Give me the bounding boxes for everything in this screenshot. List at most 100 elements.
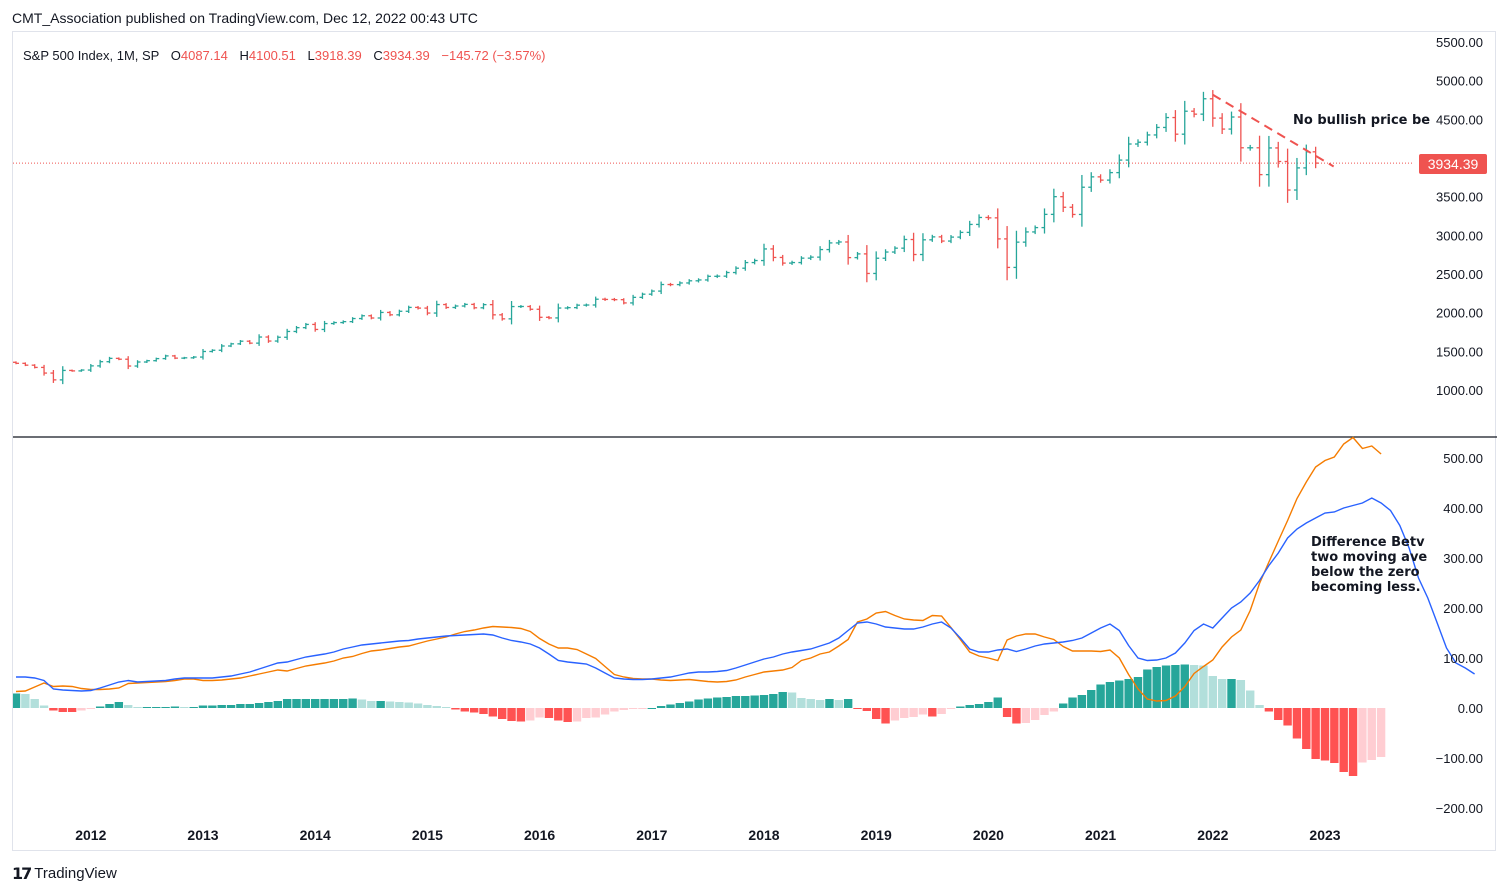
histogram-bar[interactable] bbox=[367, 701, 376, 708]
ohlc-bar[interactable] bbox=[985, 215, 992, 221]
histogram-bar[interactable] bbox=[685, 701, 694, 709]
ohlc-bar[interactable] bbox=[218, 344, 225, 353]
ohlc-bar[interactable] bbox=[1022, 227, 1029, 247]
ohlc-bar[interactable] bbox=[620, 298, 627, 305]
histogram-bar[interactable] bbox=[170, 706, 180, 709]
ohlc-bar[interactable] bbox=[835, 239, 842, 245]
ohlc-bar[interactable] bbox=[1209, 90, 1216, 127]
ohlc-bar[interactable] bbox=[59, 366, 66, 385]
ohlc-bar[interactable] bbox=[265, 335, 272, 343]
histogram-bar[interactable] bbox=[1068, 697, 1077, 709]
ohlc-bar[interactable] bbox=[22, 362, 29, 367]
ohlc-bar[interactable] bbox=[31, 364, 38, 369]
ohlc-bar[interactable] bbox=[929, 234, 936, 242]
slow-ma-line[interactable] bbox=[15, 436, 1382, 702]
ohlc-bar[interactable] bbox=[630, 294, 637, 306]
ohlc-bar[interactable] bbox=[611, 297, 618, 302]
ohlc-bar[interactable] bbox=[583, 303, 590, 307]
ohlc-bar[interactable] bbox=[1013, 230, 1020, 279]
histogram-bar[interactable] bbox=[900, 708, 909, 718]
histogram-bar[interactable] bbox=[1171, 665, 1180, 708]
histogram-bar[interactable] bbox=[1133, 677, 1143, 708]
ohlc-bar[interactable] bbox=[443, 303, 450, 309]
ohlc-bar[interactable] bbox=[873, 251, 880, 281]
ohlc-bar[interactable] bbox=[564, 306, 571, 310]
tradingview-logo[interactable]: 17 TradingView bbox=[12, 864, 117, 883]
ohlc-bar[interactable] bbox=[695, 278, 702, 283]
ohlc-bar[interactable] bbox=[807, 255, 814, 261]
ohlc-bar[interactable] bbox=[480, 303, 487, 310]
ohlc-bar[interactable] bbox=[471, 302, 478, 310]
ohlc-bar[interactable] bbox=[704, 274, 711, 282]
histogram-bar[interactable] bbox=[1246, 690, 1255, 709]
ohlc-bar[interactable] bbox=[237, 340, 244, 346]
ohlc-bar[interactable] bbox=[545, 315, 552, 320]
price-pane[interactable] bbox=[13, 90, 1413, 385]
ohlc-bar[interactable] bbox=[1191, 108, 1198, 118]
ohlc-bar[interactable] bbox=[368, 314, 375, 320]
histogram-bar[interactable] bbox=[535, 708, 544, 718]
ohlc-bar[interactable] bbox=[190, 356, 197, 359]
ohlc-bar[interactable] bbox=[115, 357, 122, 361]
ohlc-bar[interactable] bbox=[302, 322, 309, 330]
ohlc-bar[interactable] bbox=[648, 289, 655, 296]
ohlc-bar[interactable] bbox=[358, 314, 365, 320]
histogram-bar[interactable] bbox=[1087, 690, 1096, 708]
histogram-bar[interactable] bbox=[1255, 705, 1264, 708]
ohlc-bar[interactable] bbox=[1219, 113, 1226, 135]
histogram-bar[interactable] bbox=[311, 699, 320, 708]
ohlc-bar[interactable] bbox=[574, 303, 580, 310]
histogram-bar[interactable] bbox=[1199, 665, 1208, 709]
ohlc-bar[interactable] bbox=[274, 335, 281, 343]
histogram-bar[interactable] bbox=[236, 704, 245, 708]
price-annotation[interactable]: No bullish price be bbox=[1293, 113, 1430, 128]
histogram-bar[interactable] bbox=[1227, 679, 1236, 708]
ohlc-bar[interactable] bbox=[732, 266, 739, 275]
histogram-bar[interactable] bbox=[778, 692, 787, 708]
histogram-bar[interactable] bbox=[1302, 708, 1311, 749]
histogram-bar[interactable] bbox=[1274, 708, 1283, 720]
histogram-bar[interactable] bbox=[703, 698, 713, 709]
ohlc-bar[interactable] bbox=[658, 281, 665, 295]
histogram-bar[interactable] bbox=[58, 708, 67, 712]
histogram-bar[interactable] bbox=[1217, 679, 1227, 708]
histogram-bar[interactable] bbox=[49, 708, 58, 711]
histogram-bar[interactable] bbox=[1320, 708, 1330, 761]
histogram-bar[interactable] bbox=[189, 707, 198, 708]
ohlc-bar[interactable] bbox=[789, 260, 796, 265]
ohlc-bar[interactable] bbox=[667, 282, 674, 287]
ohlc-bar[interactable] bbox=[1181, 100, 1188, 145]
ohlc-bar[interactable] bbox=[1135, 139, 1141, 147]
histogram-bar[interactable] bbox=[825, 699, 834, 708]
histogram-bar[interactable] bbox=[993, 697, 1002, 709]
histogram-bar[interactable] bbox=[245, 704, 254, 708]
histogram-bar[interactable] bbox=[928, 708, 937, 717]
histogram-bar[interactable] bbox=[469, 708, 479, 713]
histogram-bar[interactable] bbox=[198, 705, 208, 709]
histogram-bar[interactable] bbox=[1012, 708, 1021, 724]
histogram-bar[interactable] bbox=[1264, 708, 1274, 712]
histogram-bar[interactable] bbox=[460, 708, 469, 712]
histogram-bar[interactable] bbox=[385, 701, 395, 709]
ohlc-bar[interactable] bbox=[1265, 135, 1272, 187]
ohlc-bar[interactable] bbox=[1237, 103, 1244, 162]
histogram-bar[interactable] bbox=[881, 708, 890, 724]
histogram-bar[interactable] bbox=[282, 699, 292, 708]
histogram-bar[interactable] bbox=[1348, 708, 1358, 776]
histogram-bar[interactable] bbox=[329, 699, 339, 708]
histogram-bar[interactable] bbox=[432, 706, 441, 708]
ohlc-bar[interactable] bbox=[798, 256, 805, 265]
histogram-bar[interactable] bbox=[694, 699, 703, 709]
histogram-bar[interactable] bbox=[1358, 708, 1367, 763]
histogram-bar[interactable] bbox=[731, 696, 741, 708]
histogram-bar[interactable] bbox=[1077, 695, 1087, 708]
histogram-bar[interactable] bbox=[142, 707, 152, 708]
histogram-bar[interactable] bbox=[451, 708, 460, 710]
histogram-bar[interactable] bbox=[797, 698, 806, 708]
histogram-bar[interactable] bbox=[526, 708, 535, 721]
ohlc-bar[interactable] bbox=[134, 360, 141, 368]
histogram-bar[interactable] bbox=[1189, 665, 1199, 708]
histogram-bar[interactable] bbox=[1021, 708, 1030, 723]
ohlc-bar[interactable] bbox=[321, 320, 328, 333]
ohlc-bar[interactable] bbox=[1078, 174, 1085, 227]
